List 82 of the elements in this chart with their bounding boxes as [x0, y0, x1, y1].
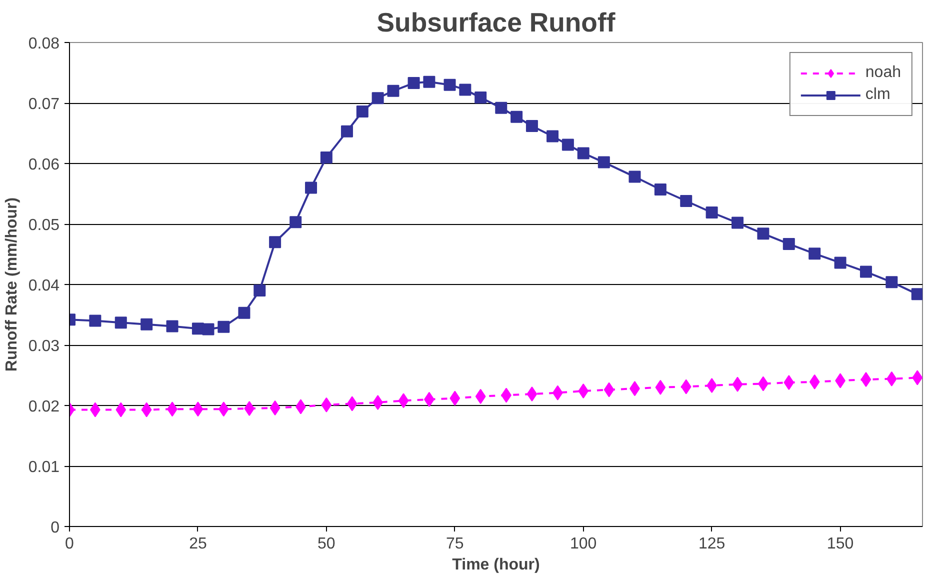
point: [444, 78, 456, 91]
point: [526, 386, 538, 402]
point: [238, 306, 250, 319]
x-tick-label: 0: [65, 536, 74, 552]
point: [577, 147, 590, 160]
point: [808, 248, 821, 260]
legend-label: clm: [865, 86, 890, 104]
y-tick-label: 0.03: [28, 338, 60, 355]
point: [495, 102, 508, 114]
point: [346, 396, 358, 412]
x-tick-label: 50: [318, 536, 336, 552]
point: [598, 156, 610, 168]
point: [321, 397, 332, 412]
x-axis-title: Time (hour): [452, 556, 540, 574]
point: [356, 105, 368, 118]
point: [475, 388, 486, 404]
y-tick-label: 0.02: [28, 398, 60, 416]
point: [604, 382, 614, 398]
y-axis-title: Runoff Rate (mm/hour): [3, 197, 20, 372]
point: [474, 92, 487, 104]
point: [680, 379, 692, 394]
point: [140, 318, 153, 330]
point: [372, 92, 384, 104]
point: [141, 402, 152, 418]
point: [732, 376, 743, 392]
point: [89, 314, 102, 327]
point: [860, 372, 872, 387]
point: [706, 206, 718, 219]
point: [423, 76, 436, 88]
point: [860, 266, 872, 278]
point: [552, 385, 563, 400]
x-tick-label: 100: [570, 536, 597, 552]
point: [628, 170, 641, 183]
x-tick-label: 25: [189, 536, 207, 552]
point: [398, 393, 409, 408]
point: [654, 184, 666, 196]
y-tick-label: 0.05: [28, 217, 60, 234]
point: [116, 402, 126, 418]
point: [784, 375, 794, 390]
point: [510, 110, 523, 123]
point: [114, 316, 127, 329]
point: [305, 182, 318, 194]
point: [218, 320, 230, 333]
point: [680, 195, 692, 208]
point: [578, 383, 589, 398]
x-tick-label: 125: [698, 536, 726, 552]
y-tick-label: 0.07: [28, 96, 60, 113]
point: [562, 138, 574, 151]
point: [757, 228, 770, 240]
x-tick-label: 150: [826, 536, 854, 552]
y-tick-label: 0.08: [28, 36, 60, 52]
point: [340, 125, 353, 138]
point: [290, 216, 302, 228]
y-tick-label: 0.01: [28, 459, 60, 476]
point: [782, 238, 795, 250]
point: [546, 130, 559, 142]
point: [408, 77, 420, 90]
y-tick-label: 0.04: [28, 278, 60, 294]
y-tick-label: 0.06: [28, 156, 60, 174]
point: [732, 216, 744, 229]
point: [320, 151, 332, 164]
y-tick-label: 0: [50, 520, 60, 536]
point: [886, 276, 898, 288]
point: [254, 284, 266, 297]
point: [202, 323, 214, 336]
point: [911, 288, 922, 300]
point: [387, 84, 400, 97]
point: [459, 84, 472, 96]
x-tick-label: 75: [446, 536, 464, 552]
point: [218, 402, 229, 417]
point: [192, 402, 204, 417]
chart-title: Subsurface Runoff: [376, 8, 616, 38]
point: [450, 390, 460, 406]
point: [655, 380, 666, 395]
point: [270, 400, 280, 416]
point: [809, 374, 820, 390]
point: [834, 256, 846, 269]
point: [526, 120, 538, 132]
point: [244, 401, 255, 416]
point: [166, 320, 178, 332]
point: [269, 236, 282, 248]
legend-label: noah: [865, 64, 901, 82]
